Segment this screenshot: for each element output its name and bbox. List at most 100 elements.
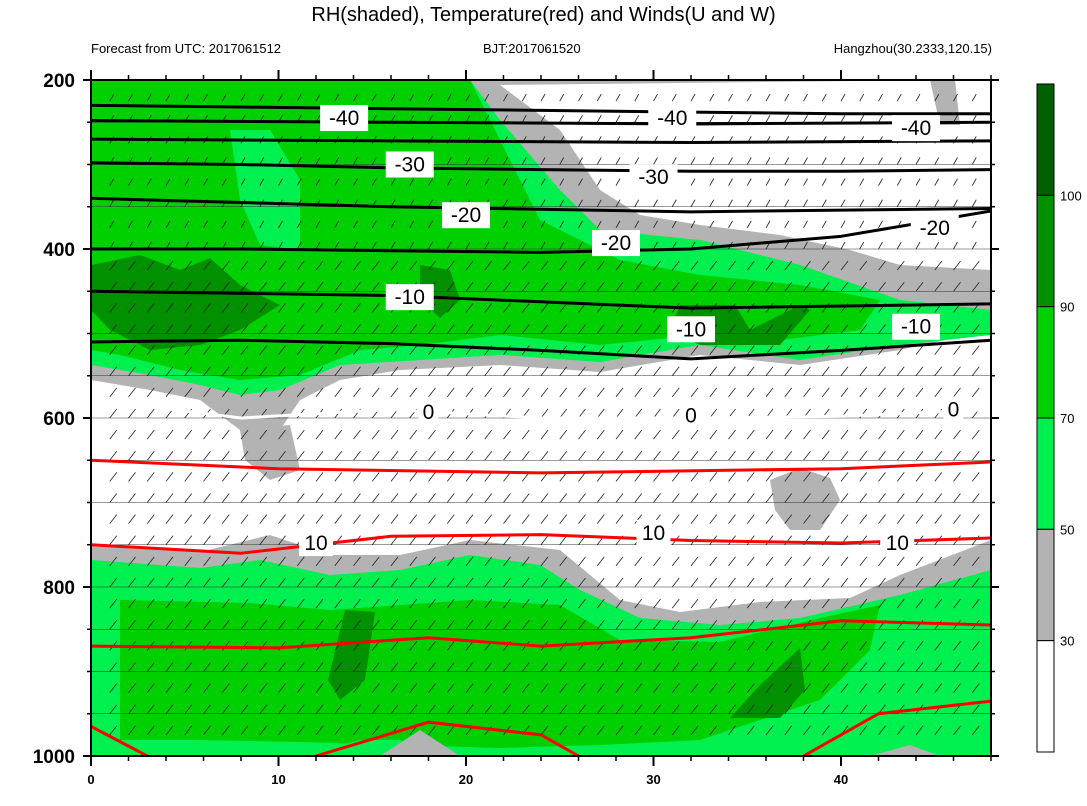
wind-barb xyxy=(915,260,924,271)
wind-barb xyxy=(521,704,530,714)
wind-barb xyxy=(690,598,699,609)
wind-barb xyxy=(390,429,399,440)
wind-barb xyxy=(690,387,699,398)
wind-barb xyxy=(409,704,418,714)
wind-barb xyxy=(446,662,455,672)
wind-barb xyxy=(953,598,961,609)
wind-barb xyxy=(803,387,811,398)
wind-barb xyxy=(896,641,905,651)
wind-barb xyxy=(878,282,886,292)
wind-barb xyxy=(465,556,474,567)
forecast-init-time: Forecast from UTC: 2017061512 xyxy=(91,41,282,56)
wind-barb xyxy=(559,199,565,207)
contour-label: -40 xyxy=(901,117,931,140)
wind-barb xyxy=(165,493,174,503)
wind-barb xyxy=(278,220,283,229)
wind-barb xyxy=(765,704,774,714)
wind-barb xyxy=(840,556,849,567)
wind-barb xyxy=(709,199,715,207)
wind-barb xyxy=(859,157,865,165)
wind-barb xyxy=(165,387,174,398)
wind-barb xyxy=(878,220,883,229)
wind-barb xyxy=(390,641,399,651)
wind-barb xyxy=(915,662,924,672)
wind-barb xyxy=(596,220,602,229)
rh-patch-gray-bottom-2 xyxy=(870,745,940,756)
wind-barb xyxy=(146,345,155,355)
wind-barb xyxy=(259,178,265,186)
wind-barb xyxy=(165,683,174,693)
wind-barb xyxy=(596,366,605,376)
wind-barb xyxy=(615,620,624,630)
wind-barb xyxy=(484,303,493,313)
wind-barb xyxy=(709,387,718,398)
wind-barb xyxy=(634,620,643,630)
wind-barb xyxy=(296,387,305,398)
rh-colorbar: 100 90 70 50 30 xyxy=(1036,83,1082,753)
wind-barb xyxy=(746,345,755,355)
wind-barb xyxy=(840,641,849,651)
wind-barb xyxy=(109,683,118,693)
wind-barb xyxy=(428,598,436,609)
wind-barb xyxy=(428,199,433,207)
wind-barb xyxy=(465,260,474,271)
colorbar-bin xyxy=(1036,528,1055,642)
wind-barb xyxy=(484,620,493,630)
wind-barb xyxy=(578,220,583,229)
wind-barb xyxy=(765,493,774,503)
wind-barb xyxy=(503,260,511,271)
wind-barb xyxy=(184,345,193,355)
wind-barb xyxy=(859,598,868,609)
wind-barb xyxy=(203,472,211,482)
wind-barb xyxy=(709,429,718,440)
wind-barb xyxy=(765,451,774,461)
wind-barb xyxy=(146,514,155,524)
wind-barb xyxy=(784,115,790,123)
wind-barb xyxy=(784,241,790,250)
wind-barb xyxy=(353,366,361,376)
wind-barb xyxy=(803,704,811,714)
wind-barb xyxy=(878,493,886,503)
wind-barb xyxy=(971,641,980,651)
wind-barb xyxy=(221,220,227,229)
contour-label: 0 xyxy=(948,399,960,422)
wind-barb xyxy=(465,366,474,376)
wind-barb xyxy=(109,387,118,398)
wind-barb xyxy=(971,429,980,440)
wind-barb xyxy=(559,345,568,355)
wind-barb xyxy=(971,514,980,524)
wind-barb xyxy=(653,662,661,672)
wind-barb xyxy=(596,725,605,736)
wind-barb xyxy=(353,493,361,503)
wind-barb xyxy=(259,725,268,736)
wind-barb xyxy=(709,598,718,609)
wind-barb xyxy=(596,451,605,461)
wind-barb xyxy=(221,514,230,524)
wind-barb xyxy=(278,178,283,186)
wind-barb xyxy=(146,683,155,693)
wind-barb xyxy=(765,472,774,482)
wind-barb xyxy=(803,598,811,609)
wind-barb xyxy=(653,620,661,630)
wind-barb xyxy=(146,725,155,736)
wind-barb xyxy=(803,493,811,503)
wind-barb xyxy=(803,472,811,482)
wind-barb xyxy=(540,220,546,229)
wind-barb xyxy=(203,662,211,672)
wind-barb xyxy=(184,725,193,736)
wind-barb xyxy=(109,324,118,334)
wind-barb xyxy=(296,556,305,567)
wind-barb xyxy=(371,220,377,229)
wind-barb xyxy=(671,598,680,609)
wind-barb xyxy=(146,662,155,672)
wind-barb xyxy=(709,683,718,693)
wind-barb xyxy=(315,514,324,524)
wind-barb xyxy=(109,178,115,186)
wind-barb xyxy=(803,324,811,334)
wind-barb xyxy=(221,472,230,482)
wind-barb xyxy=(315,725,324,736)
wind-barb xyxy=(165,303,174,313)
wind-barb xyxy=(953,93,958,102)
wind-barb xyxy=(896,514,905,524)
wind-barb xyxy=(746,157,752,165)
